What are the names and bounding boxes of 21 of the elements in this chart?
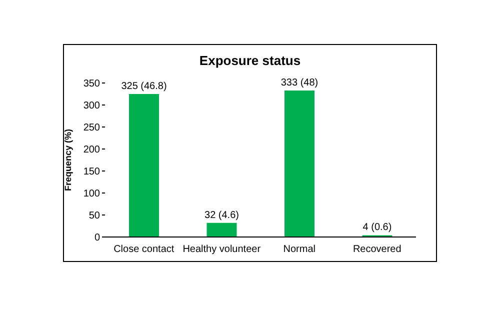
y-tick-label: 200 <box>83 144 100 156</box>
y-tick-label: 350 <box>83 78 100 90</box>
data-label: 4 (0.6) <box>362 222 392 234</box>
x-tick-label: Recovered <box>352 244 402 256</box>
y-tick-label: 150 <box>83 166 100 178</box>
data-label: 32 (4.6) <box>204 210 239 221</box>
y-tick-label: 250 <box>83 122 100 134</box>
y-tick-label: 100 <box>83 188 100 200</box>
x-tick-label: Normal <box>283 244 316 256</box>
data-label: 333 (48) <box>280 77 318 88</box>
y-axis-title: Frequency (%) <box>63 128 74 192</box>
bar <box>206 222 237 237</box>
x-tick-label: Healthy volunteer <box>182 244 262 256</box>
bar <box>129 94 159 237</box>
bar <box>284 90 314 237</box>
y-tick-label: 300 <box>83 100 100 112</box>
data-label: 325 (46.8) <box>121 81 167 92</box>
y-tick-label: 50 <box>88 210 100 222</box>
x-tick-label: Close contact <box>114 244 174 256</box>
chart-title: Exposure status <box>198 53 302 68</box>
y-tick-label: 0 <box>94 232 100 244</box>
